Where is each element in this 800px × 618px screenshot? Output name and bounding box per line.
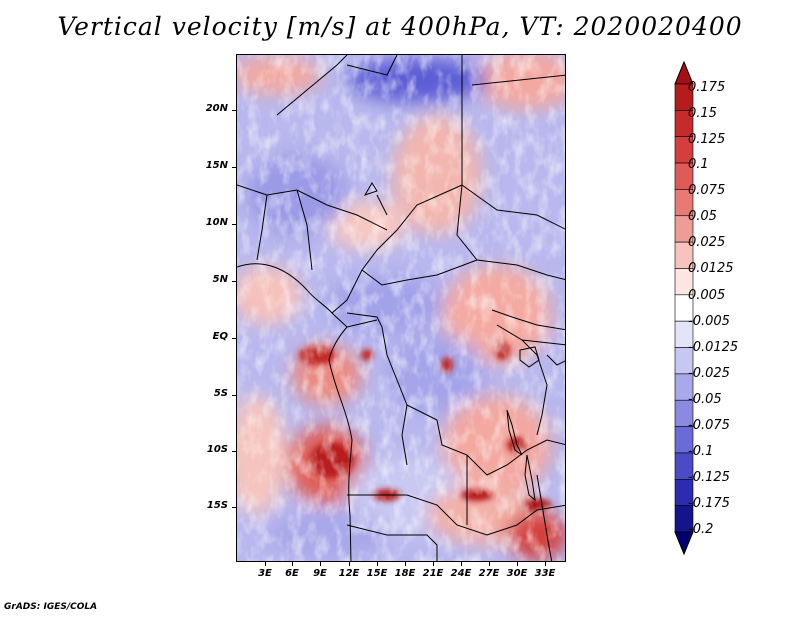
map-panel — [236, 54, 566, 562]
lat-tick — [232, 507, 236, 508]
lon-label: 9E — [313, 568, 327, 579]
lat-label: 5S — [213, 388, 228, 399]
lon-label: 21E — [422, 568, 444, 579]
country-borders — [237, 55, 565, 561]
lat-tick — [232, 451, 236, 452]
lon-tick — [461, 562, 462, 566]
lat-tick — [232, 338, 236, 339]
lon-tick — [433, 562, 434, 566]
lat-label: 5N — [212, 274, 228, 285]
lat-tick — [232, 395, 236, 396]
field-texture — [237, 55, 565, 561]
colorbar-label: -0.175 — [688, 496, 730, 511]
velocity-field-map — [237, 55, 565, 561]
lat-tick — [232, 224, 236, 225]
colorbar-label: -0.025 — [688, 366, 730, 381]
lat-label: 15N — [205, 160, 228, 171]
lon-tick — [320, 562, 321, 566]
lon-label: 33E — [534, 568, 556, 579]
colorbar-label: 0.1 — [688, 157, 709, 172]
lon-tick — [265, 562, 266, 566]
lat-tick — [232, 281, 236, 282]
colorbar-label: 0.025 — [688, 235, 726, 250]
lat-label: 20N — [205, 103, 228, 114]
lat-tick — [232, 167, 236, 168]
chart-title: Vertical velocity [m/s] at 400hPa, VT: 2… — [57, 12, 743, 41]
lon-label: 27E — [478, 568, 500, 579]
lat-label: 15S — [206, 500, 228, 511]
lon-tick — [292, 562, 293, 566]
colorbar-label: -0.1 — [688, 444, 714, 459]
lon-label: 6E — [285, 568, 299, 579]
colorbar-label: -0.125 — [688, 470, 730, 485]
lon-label: 3E — [258, 568, 272, 579]
lon-label: 18E — [394, 568, 416, 579]
lat-label: 10S — [206, 444, 228, 455]
lon-tick — [349, 562, 350, 566]
colorbar-label: 0.05 — [688, 209, 717, 224]
colorbar-label: -0.0125 — [688, 340, 739, 355]
lat-tick — [232, 110, 236, 111]
colorbar-label: -0.075 — [688, 418, 730, 433]
colorbar-label: -0.005 — [688, 314, 730, 329]
lat-label: 10N — [205, 217, 228, 228]
lon-label: 24E — [450, 568, 472, 579]
colorbar-label: 0.125 — [688, 132, 726, 147]
colorbar-label: 0.005 — [688, 288, 726, 303]
colorbar-label: 0.075 — [688, 183, 726, 198]
colorbar-label: 0.175 — [688, 80, 726, 95]
colorbar-arrow-bottom — [674, 531, 694, 556]
lakes — [363, 182, 540, 502]
colorbar-label: 0.15 — [688, 106, 717, 121]
colorbar-label: -0.2 — [688, 522, 714, 537]
lon-tick — [489, 562, 490, 566]
colorbar-label: 0.0125 — [688, 261, 734, 276]
lon-label: 12E — [338, 568, 360, 579]
lon-tick — [377, 562, 378, 566]
colorbar-label: -0.05 — [688, 392, 722, 407]
lon-tick — [517, 562, 518, 566]
lon-label: 30E — [506, 568, 528, 579]
lon-tick — [405, 562, 406, 566]
lat-label: EQ — [212, 331, 228, 342]
colorbar — [674, 60, 694, 556]
footer-credit: GrADS: IGES/COLA — [4, 602, 98, 612]
lon-label: 15E — [366, 568, 388, 579]
lon-tick — [545, 562, 546, 566]
